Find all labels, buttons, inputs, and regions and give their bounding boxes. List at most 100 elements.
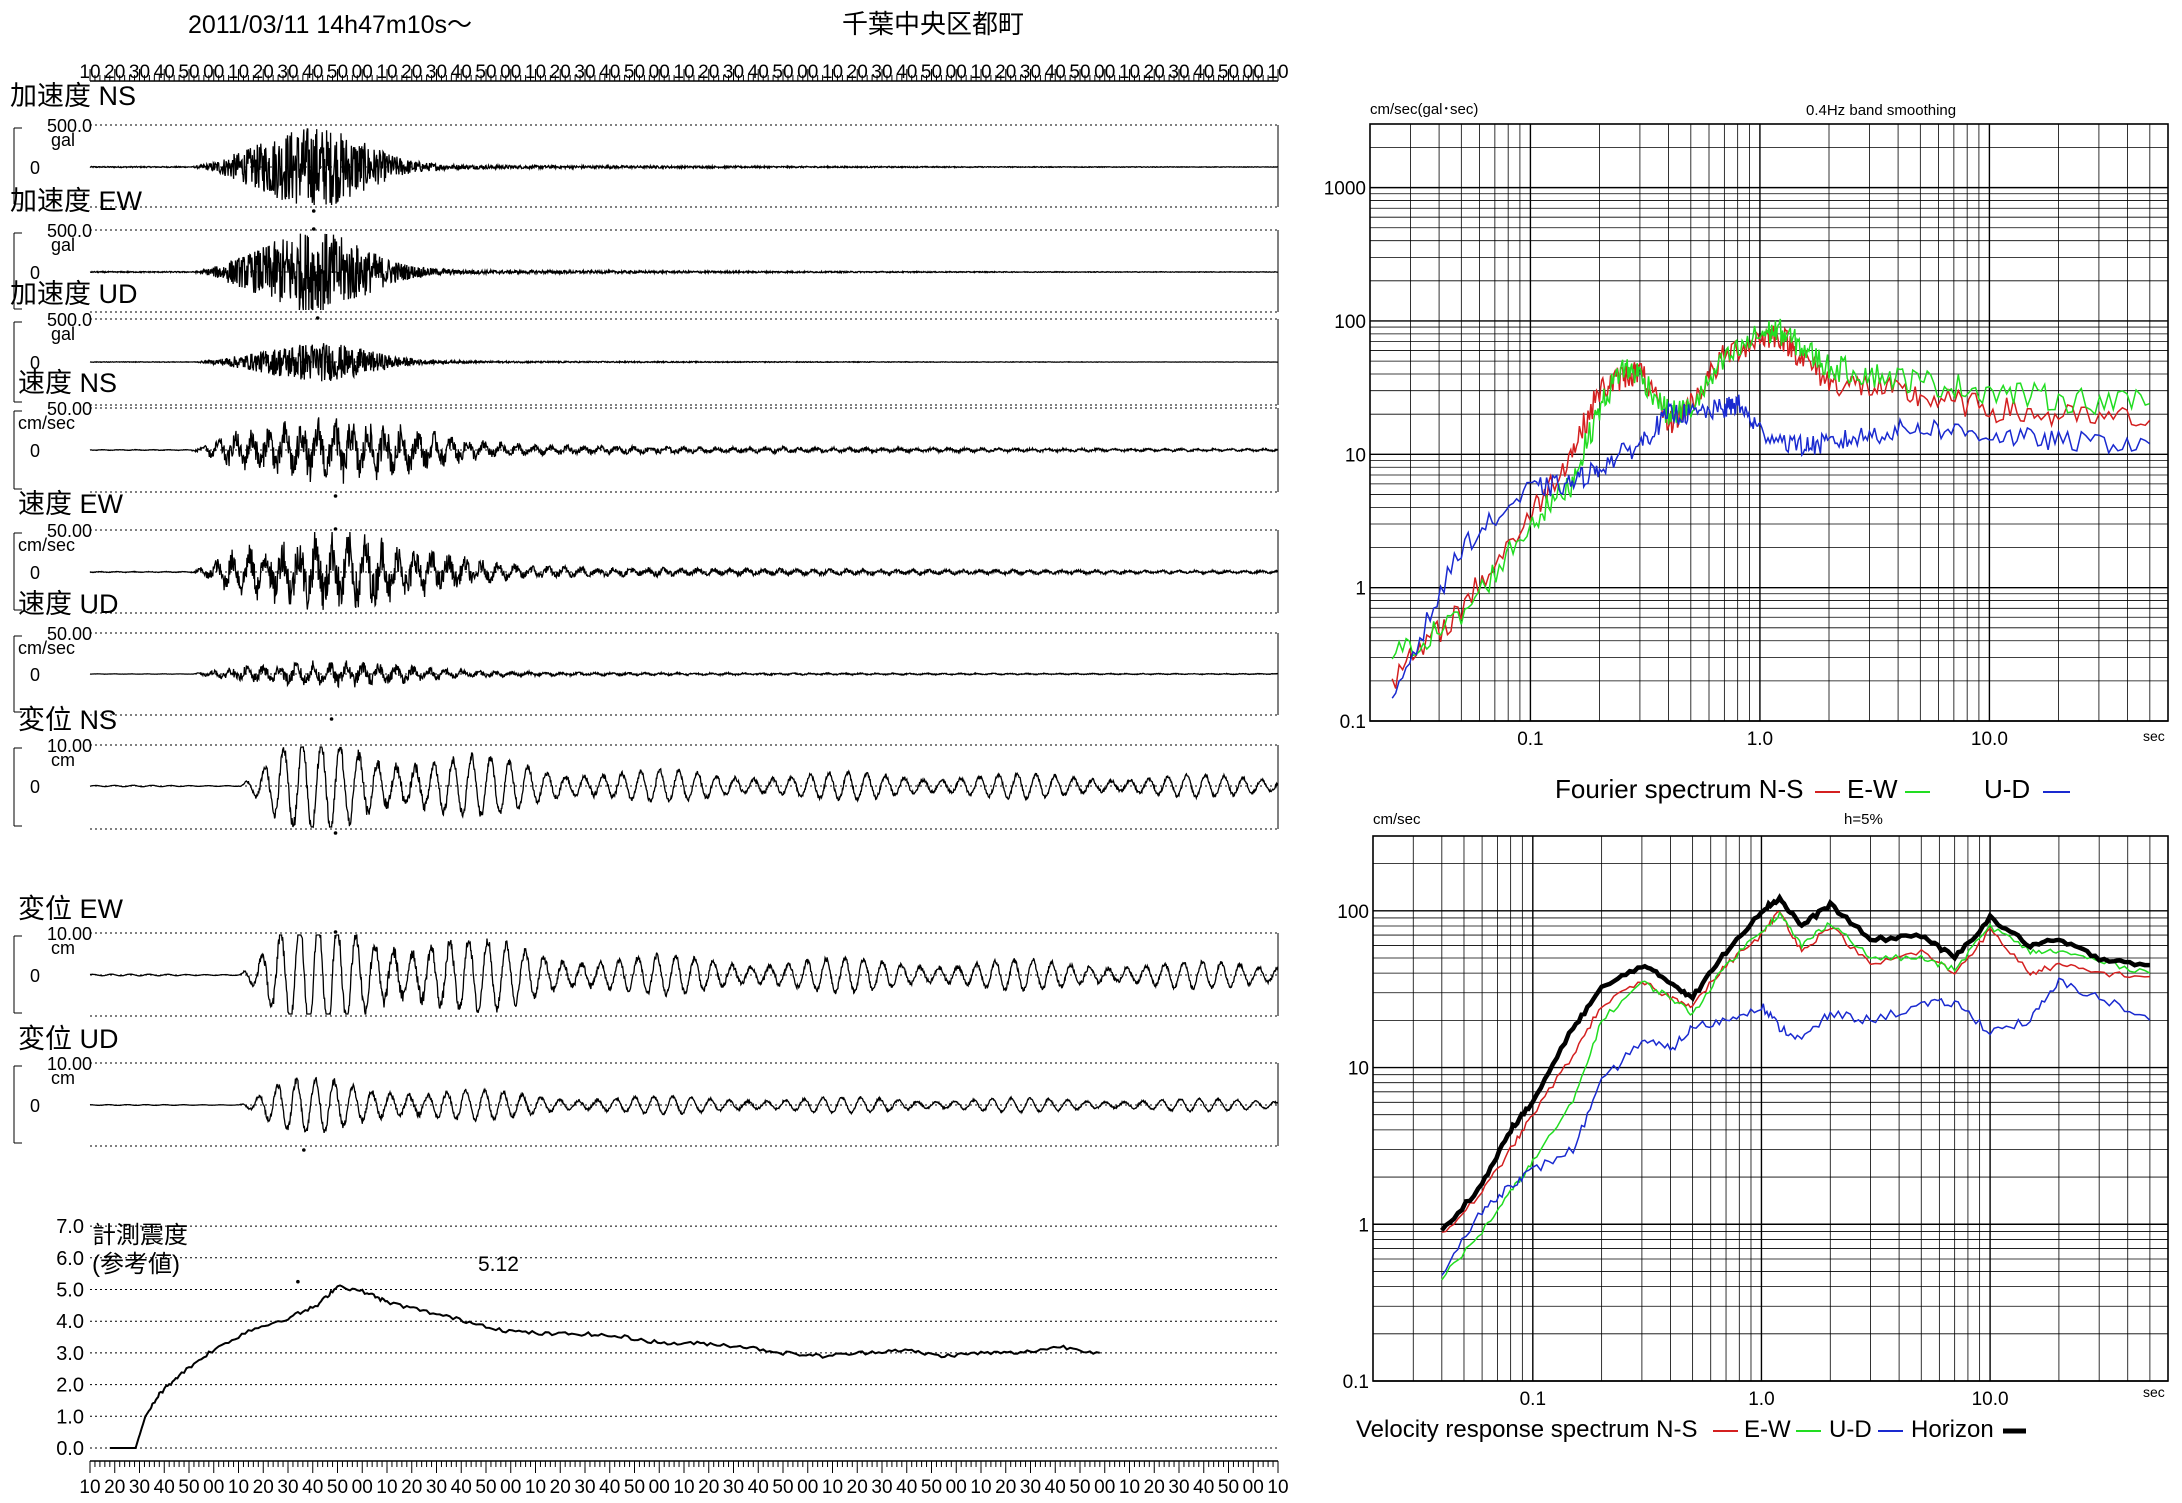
intensity-line — [109, 1284, 1101, 1449]
fourier-ew-series — [1391, 318, 2151, 660]
bottom-time-axis: 10 20 30 40 50 00 10 20 30 40 50 00 10 20 30 40 50 00 10 20… — [79, 1460, 1289, 1498]
fourier-ytick: 0.1 — [1340, 712, 1366, 733]
trace-unit: gal — [51, 324, 75, 344]
top-axis-tick-label: 40 — [302, 62, 323, 83]
top-axis-tick-label: 00 — [946, 62, 967, 83]
top-axis-tick-label: 20 — [253, 62, 274, 83]
bottom-axis-tick-label: 20 — [550, 1477, 571, 1498]
top-axis-tick-label: 00 — [649, 62, 670, 83]
top-axis-tick-label: 30 — [871, 62, 892, 83]
top-axis-tick-label: 50 — [1218, 62, 1239, 83]
trace-unit: gal — [51, 235, 75, 255]
trace-unit: cm — [51, 1068, 75, 1088]
bottom-axis-tick-label: 10 — [1119, 1477, 1140, 1498]
response-legend-ud: U-D — [1829, 1416, 1872, 1443]
fourier-unit-label: cm/sec(gal･sec) — [1370, 101, 1478, 118]
bottom-axis-tick-label: 40 — [1193, 1477, 1214, 1498]
top-axis-tick-label: 10 — [228, 62, 249, 83]
response-x-unit: sec — [2143, 1384, 2165, 1400]
bottom-axis-tick-label: 40 — [451, 1477, 472, 1498]
bottom-axis-tick-label: 30 — [129, 1477, 150, 1498]
top-axis-tick-label: 00 — [797, 62, 818, 83]
bottom-axis-tick-label: 50 — [475, 1477, 496, 1498]
intensity-ytick: 2.0 — [56, 1375, 84, 1397]
bottom-axis-tick-label: 10 — [822, 1477, 843, 1498]
response-unit-label: cm/sec — [1373, 811, 1421, 828]
top-axis-tick-label: 10 — [1119, 62, 1140, 83]
top-axis-tick-label: 20 — [698, 62, 719, 83]
fourier-caption: Fourier spectrum N-S — [1555, 774, 1804, 804]
trace-scale: 10.00 — [47, 1054, 92, 1074]
response-ew-series — [1441, 911, 2151, 1281]
bottom-axis-tick-label: 40 — [154, 1477, 175, 1498]
fourier-frame — [1369, 123, 2169, 722]
fourier-ytick: 1000 — [1324, 179, 1366, 200]
trace-waveform — [89, 531, 1279, 610]
top-axis-tick-label: 10 — [79, 62, 100, 83]
bottom-axis-tick-label: 20 — [698, 1477, 719, 1498]
bottom-axis-tick-label: 30 — [723, 1477, 744, 1498]
response-ud-series — [1441, 977, 2151, 1276]
top-axis-tick-label: 20 — [550, 62, 571, 83]
intensity-ytick: 3.0 — [56, 1343, 84, 1365]
response-horizon-series — [1440, 893, 2150, 1232]
top-axis-tick-label: 20 — [1144, 62, 1165, 83]
bottom-axis-tick-label: 10 — [673, 1477, 694, 1498]
top-axis-tick-label: 00 — [1094, 62, 1115, 83]
bottom-axis-tick-label: 00 — [203, 1477, 224, 1498]
top-axis-tick-label: 20 — [104, 62, 125, 83]
trace-zero: 0 — [30, 441, 40, 461]
bottom-axis-tick-label: 50 — [1218, 1477, 1239, 1498]
bottom-axis-tick-label: 40 — [896, 1477, 917, 1498]
trace-peak-dot — [333, 831, 338, 835]
top-axis-tick-label: 50 — [921, 62, 942, 83]
trace-scale: 50.00 — [47, 624, 92, 644]
bottom-axis-tick-label: 50 — [1069, 1477, 1090, 1498]
top-axis-tick-label: 00 — [352, 62, 373, 83]
trace-peak-dot — [311, 227, 316, 231]
trace-waveform — [89, 343, 1278, 382]
bottom-axis-tick-label: 10 — [1267, 1477, 1288, 1498]
fourier-spectrum-chart: cm/sec(gal･sec) 0.4Hz band smoothing sec… — [1324, 101, 2169, 804]
bottom-axis-tick-label: 40 — [302, 1477, 323, 1498]
trace-waveform — [89, 128, 1279, 206]
bottom-axis-tick-label: 00 — [352, 1477, 373, 1498]
bottom-axis-tick-label: 30 — [1168, 1477, 1189, 1498]
response-xtick: 0.1 — [1520, 1389, 1546, 1410]
bottom-axis-tick-label: 30 — [1020, 1477, 1041, 1498]
trace-scale: 500.0 — [47, 221, 92, 241]
top-axis-tick-label: 50 — [178, 62, 199, 83]
trace-label: 速度 NS — [18, 368, 117, 398]
top-axis-tick-label: 20 — [847, 62, 868, 83]
trace-label: 加速度 EW — [10, 186, 143, 216]
intensity-ytick: 6.0 — [56, 1248, 84, 1270]
bottom-axis-tick-label: 30 — [574, 1477, 595, 1498]
trace-peak-dot — [333, 930, 338, 934]
trace-peak-dot — [333, 494, 338, 498]
top-axis-tick-label: 10 — [525, 62, 546, 83]
bottom-axis-tick-label: 10 — [970, 1477, 991, 1498]
trace-waveform — [89, 1076, 1279, 1133]
trace-zero: 0 — [30, 353, 40, 373]
top-axis-tick-label: 10 — [970, 62, 991, 83]
trace-zero: 0 — [30, 966, 40, 986]
trace-zero: 0 — [30, 158, 40, 178]
trace-scale: 10.00 — [47, 924, 92, 944]
top-axis-tick-label: 30 — [129, 62, 150, 83]
trace-zero: 0 — [30, 665, 40, 685]
top-axis-tick-label: 10 — [376, 62, 397, 83]
header-station: 千葉中央区都町 — [842, 9, 1024, 39]
intensity-peak-label: 5.12 — [478, 1253, 519, 1276]
trace-label: 変位 UD — [18, 1024, 119, 1054]
bottom-axis-tick-label: 00 — [1094, 1477, 1115, 1498]
response-ytick: 0.1 — [1343, 1372, 1369, 1393]
top-axis-tick-label: 30 — [574, 62, 595, 83]
response-xtick: 10.0 — [1972, 1389, 2009, 1410]
bottom-axis-tick-label: 20 — [995, 1477, 1016, 1498]
trace-scale: 50.00 — [47, 399, 92, 419]
top-axis-tick-label: 00 — [500, 62, 521, 83]
intensity-ytick: 1.0 — [56, 1406, 84, 1428]
top-axis-tick-label: 10 — [1267, 62, 1288, 83]
